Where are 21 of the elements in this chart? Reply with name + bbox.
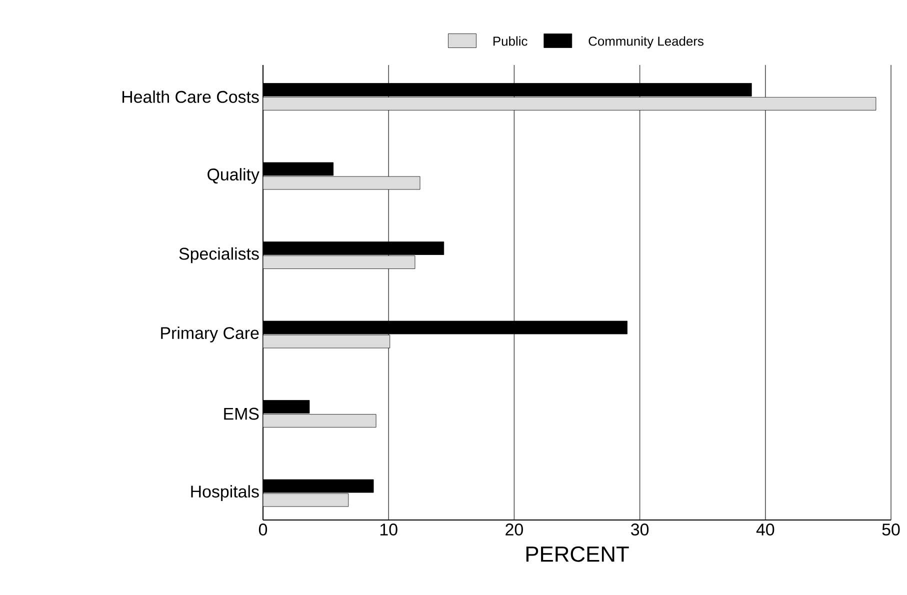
y-tick-label: Primary Care <box>161 326 259 342</box>
bar <box>263 493 349 507</box>
y-tick-label: Hospitals <box>191 485 259 501</box>
y-tick-label: EMS <box>224 408 259 420</box>
y-tick-label: Specialists <box>179 247 259 264</box>
bar <box>263 97 876 110</box>
x-axis-title: PERCENT <box>526 546 629 562</box>
legend-label: Community Leaders <box>588 36 704 48</box>
x-tick-label: 20 <box>506 524 523 536</box>
x-tick-label: 0 <box>258 524 268 536</box>
y-tick-label: Quality <box>208 168 260 184</box>
x-tick-label: 30 <box>631 524 649 536</box>
x-tick-label: 10 <box>380 524 398 536</box>
legend-label: Public <box>493 36 528 46</box>
x-tick-label: 40 <box>756 524 774 536</box>
bar <box>263 334 390 348</box>
bar <box>263 176 420 190</box>
bar <box>263 256 416 269</box>
x-tick-label: 50 <box>882 524 900 536</box>
bar <box>263 414 376 428</box>
y-tick-label: Health Care Costs <box>122 90 259 103</box>
